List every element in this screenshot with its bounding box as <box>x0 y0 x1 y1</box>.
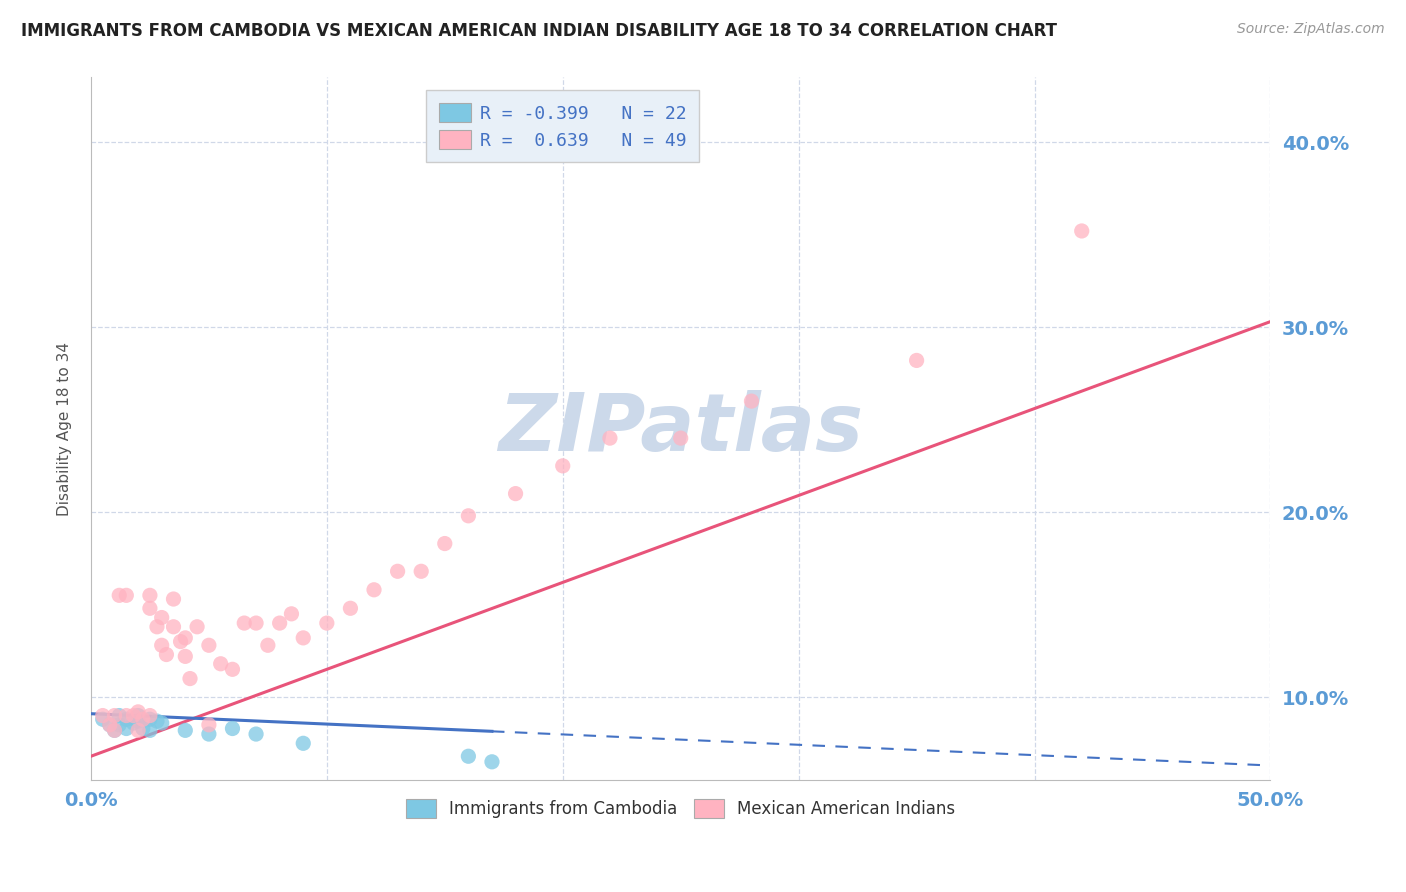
Point <box>174 631 197 645</box>
Point <box>115 708 138 723</box>
Point <box>221 662 243 676</box>
Point <box>108 588 131 602</box>
Y-axis label: Disability Age 18 to 34: Disability Age 18 to 34 <box>58 342 72 516</box>
Point <box>599 431 621 445</box>
Point <box>98 718 121 732</box>
Point <box>198 727 221 741</box>
Point <box>411 564 433 578</box>
Point <box>179 672 201 686</box>
Point <box>221 722 243 736</box>
Point <box>174 723 197 738</box>
Point <box>150 638 173 652</box>
Point <box>150 715 173 730</box>
Point <box>162 592 184 607</box>
Text: Source: ZipAtlas.com: Source: ZipAtlas.com <box>1237 22 1385 37</box>
Point <box>132 712 155 726</box>
Point <box>115 712 138 726</box>
Point <box>339 601 361 615</box>
Point <box>103 723 125 738</box>
Point <box>433 536 456 550</box>
Point <box>292 631 315 645</box>
Point <box>198 638 221 652</box>
Point <box>155 648 177 662</box>
Point <box>150 610 173 624</box>
Point <box>292 736 315 750</box>
Point <box>132 722 155 736</box>
Point <box>740 394 762 409</box>
Point <box>387 564 409 578</box>
Point <box>1070 224 1092 238</box>
Point <box>127 708 149 723</box>
Point <box>115 588 138 602</box>
Point <box>139 588 162 602</box>
Point <box>91 712 114 726</box>
Point <box>457 749 479 764</box>
Text: ZIPatlas: ZIPatlas <box>498 390 863 468</box>
Point <box>146 714 169 728</box>
Point <box>269 616 291 631</box>
Point <box>209 657 232 671</box>
Point <box>363 582 385 597</box>
Point <box>108 718 131 732</box>
Point <box>174 649 197 664</box>
Point <box>245 616 267 631</box>
Point <box>186 620 208 634</box>
Point <box>108 708 131 723</box>
Point <box>103 723 125 738</box>
Point <box>551 458 574 473</box>
Point <box>505 486 527 500</box>
Point <box>139 723 162 738</box>
Point <box>139 708 162 723</box>
Point <box>233 616 256 631</box>
Point <box>127 714 149 728</box>
Point <box>91 708 114 723</box>
Point <box>98 718 121 732</box>
Point <box>122 715 145 730</box>
Point <box>139 601 162 615</box>
Point <box>245 727 267 741</box>
Point <box>127 705 149 719</box>
Point <box>103 708 125 723</box>
Point <box>457 508 479 523</box>
Point <box>169 634 191 648</box>
Point <box>257 638 280 652</box>
Point <box>280 607 302 621</box>
Legend: Immigrants from Cambodia, Mexican American Indians: Immigrants from Cambodia, Mexican Americ… <box>399 793 962 825</box>
Point <box>198 718 221 732</box>
Point <box>122 708 145 723</box>
Point <box>481 755 503 769</box>
Point <box>127 723 149 738</box>
Point <box>162 620 184 634</box>
Text: IMMIGRANTS FROM CAMBODIA VS MEXICAN AMERICAN INDIAN DISABILITY AGE 18 TO 34 CORR: IMMIGRANTS FROM CAMBODIA VS MEXICAN AMER… <box>21 22 1057 40</box>
Point <box>669 431 692 445</box>
Point <box>905 353 928 368</box>
Point <box>115 722 138 736</box>
Point <box>139 712 162 726</box>
Point <box>315 616 337 631</box>
Point <box>146 620 169 634</box>
